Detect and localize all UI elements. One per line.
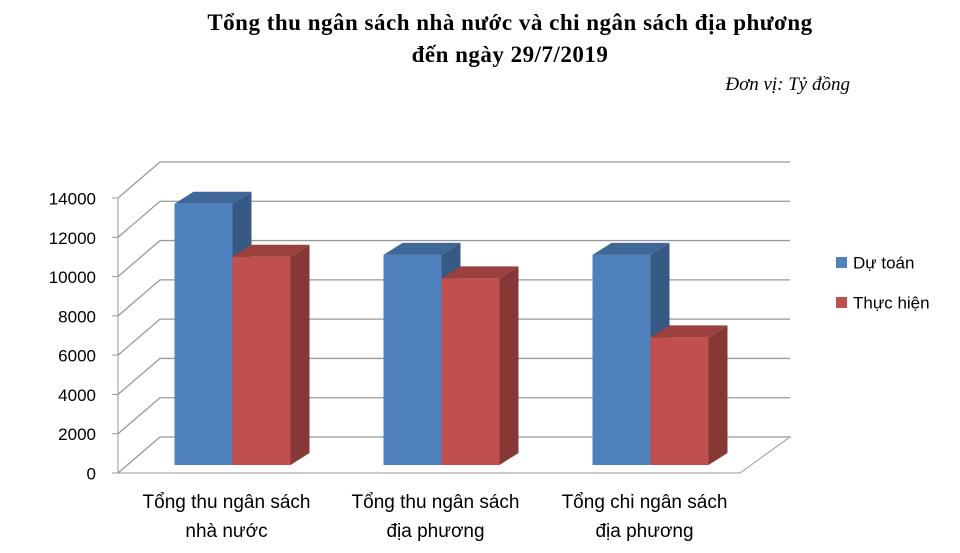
y-tick-label: 6000 <box>58 347 96 366</box>
legend-swatch <box>836 257 847 268</box>
y-tick-label: 14000 <box>49 189 96 208</box>
bar-top <box>174 191 252 204</box>
grid-line <box>117 161 790 199</box>
bar <box>232 256 291 465</box>
unit-label: Đơn vị: Tỷ đồng <box>725 74 850 95</box>
bar <box>650 337 709 465</box>
bar-top <box>383 242 461 255</box>
legend-label: Dự toán <box>853 253 914 272</box>
x-tick-label: Tổng thu ngân sách nhà nước <box>142 492 311 542</box>
bar-top <box>441 266 519 279</box>
y-tick-label: 8000 <box>58 307 96 326</box>
bar-top <box>232 244 310 257</box>
y-tick-label: 4000 <box>58 386 96 405</box>
bar <box>592 254 651 465</box>
y-tick-label: 0 <box>87 464 96 483</box>
bar <box>441 278 500 465</box>
bar-side <box>290 244 310 465</box>
legend-swatch <box>836 297 847 308</box>
legend-label: Thực hiện <box>853 293 930 312</box>
chart-title: Tổng thu ngân sách nhà nước và chi ngân … <box>207 10 813 35</box>
chart-subtitle: đến ngày 29/7/2019 <box>411 42 609 67</box>
y-tick-label: 12000 <box>49 229 96 248</box>
grid-line <box>117 397 790 435</box>
grid-line <box>117 239 790 278</box>
grid-line <box>117 279 790 317</box>
bar <box>174 203 233 465</box>
bar-top <box>650 325 728 338</box>
grid-line <box>117 357 790 395</box>
y-tick-label: 10000 <box>49 268 96 287</box>
bar-side <box>708 325 728 465</box>
bar-side <box>499 266 519 465</box>
bar-top <box>592 242 670 255</box>
x-tick-label: Tổng chi ngân sách địa phương <box>561 492 728 542</box>
grid-line <box>117 436 790 474</box>
y-tick-label: 2000 <box>58 425 96 444</box>
grid-line <box>117 200 790 238</box>
bar <box>383 254 442 465</box>
x-tick-label: Tổng thu ngân sách địa phương <box>351 492 520 542</box>
grid-line <box>117 318 790 356</box>
